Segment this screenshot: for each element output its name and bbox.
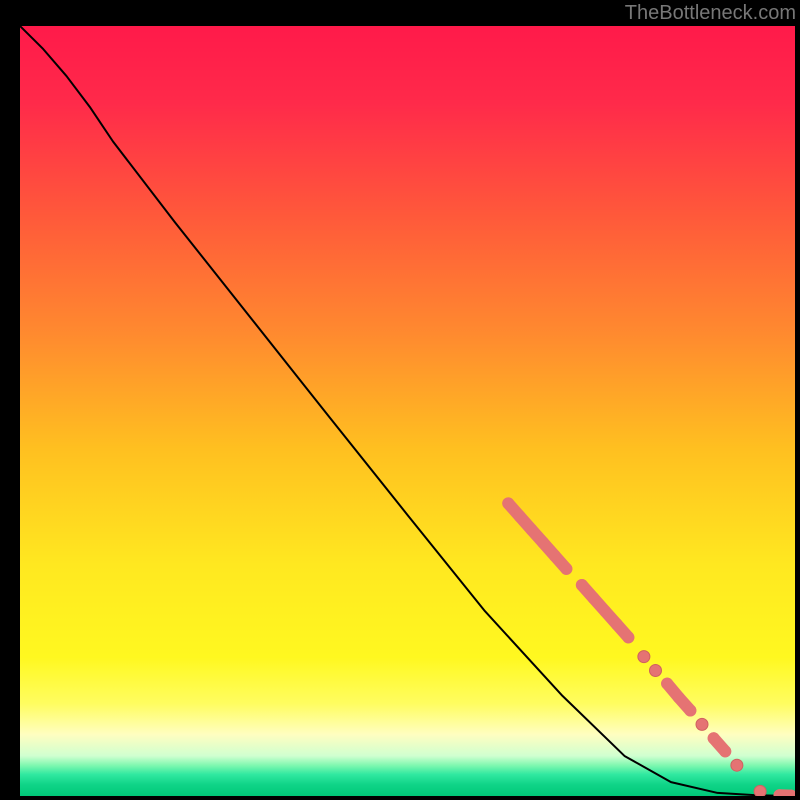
marker-dot <box>650 664 662 676</box>
marker-dot <box>719 745 731 757</box>
marker-dot <box>708 732 720 744</box>
marker-dot <box>754 785 766 796</box>
marker-dot <box>622 631 634 643</box>
marker-group <box>502 497 795 796</box>
bottleneck-curve <box>20 26 795 796</box>
plot-area <box>20 26 795 796</box>
marker-dot <box>638 651 650 663</box>
marker-dot <box>696 718 708 730</box>
chart-line-layer <box>20 26 795 796</box>
marker-dot <box>684 705 696 717</box>
watermark-text: TheBottleneck.com <box>625 2 796 25</box>
marker-dot <box>576 579 588 591</box>
marker-dot <box>731 759 743 771</box>
chart-container: TheBottleneck.com <box>0 0 800 800</box>
marker-dot <box>560 563 572 575</box>
marker-dot <box>502 497 514 509</box>
marker-dot <box>661 678 673 690</box>
